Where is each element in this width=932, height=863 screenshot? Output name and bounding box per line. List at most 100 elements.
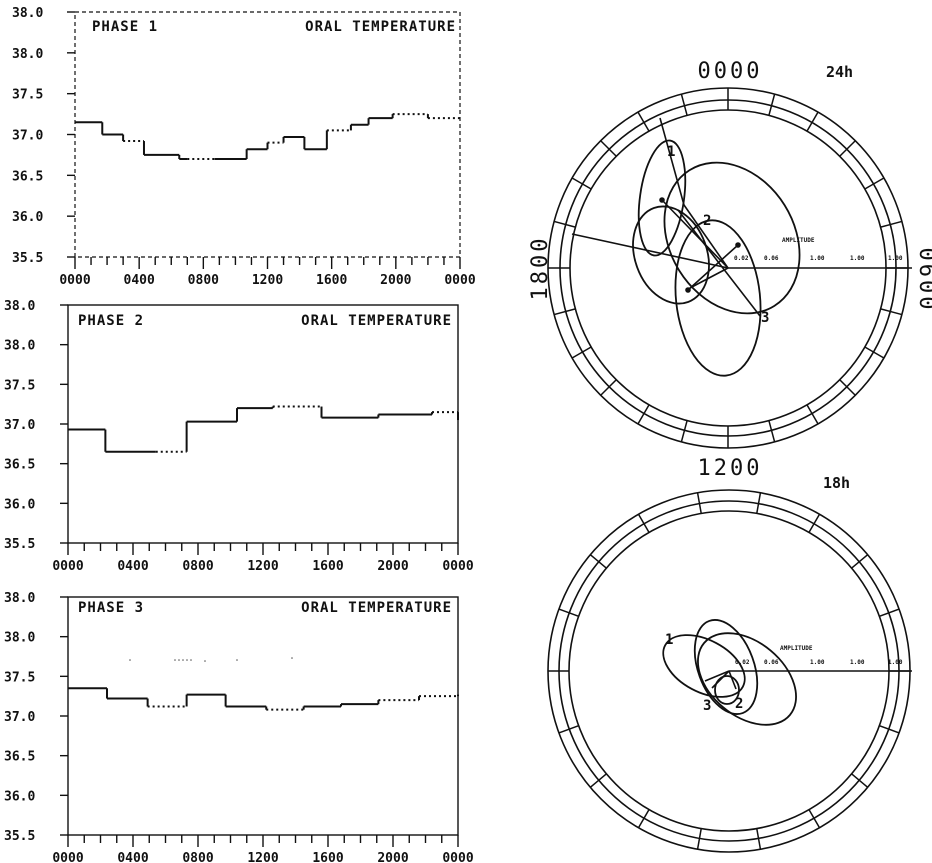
vector-2-extension [659, 117, 685, 206]
confidence-ellipses [662, 619, 797, 726]
cosinor-vectors [571, 117, 761, 317]
temperature-panel-phase-1: PHASE 1 ORAL TEMPERATURE 38.0 38.0 37.5 37.… [12, 6, 476, 288]
x-tick-label: 0000 [59, 273, 90, 288]
vector-1 [661, 199, 729, 269]
temperature-panel-phase-2: PHASE 2 ORAL TEMPERATURE 38.0 38.0 37.5 37.… [4, 299, 474, 574]
segment-tick [553, 220, 576, 228]
amplitude-label: AMPLITUDE [780, 645, 813, 652]
y-tick-label: 38.0 [12, 6, 43, 21]
segment-tick [864, 177, 885, 190]
segment-tick [808, 809, 821, 829]
vector-3 [689, 267, 729, 289]
amplitude-tick: 1.00 [888, 255, 903, 262]
x-tick-label: 0000 [444, 273, 475, 288]
vector-cross-a [687, 244, 739, 291]
cosinor-polar-plot-18h: 18h AMPLITUDE 0.02 0.06 1.00 1.00 1.00 [547, 474, 912, 853]
polar-period-label: 18h [823, 474, 850, 492]
x-tick-label: 0400 [117, 559, 148, 574]
segment-tick [839, 379, 856, 396]
y-tick-label: 38.0 [12, 47, 43, 62]
amplitude-tick: 0.06 [764, 255, 779, 262]
y-tick-label: 37.5 [12, 88, 43, 103]
measure-label: ORAL TEMPERATURE [301, 313, 452, 329]
ellipse-3 [674, 219, 762, 377]
x-tick-label: 0000 [442, 559, 473, 574]
amplitude-tick: 1.00 [850, 255, 865, 262]
y-tick-label: 36.5 [12, 169, 43, 184]
vector-3 [704, 670, 730, 682]
amplitude-axis: AMPLITUDE 0.02 0.06 1.00 1.00 1.00 [729, 645, 912, 672]
component-label: 2 [735, 696, 743, 712]
cosinor-polar-plot-24h: 0000 24h 1800 0600 1200 AMPLITUDE 0.02 0… [528, 59, 932, 481]
segment-tick [571, 177, 592, 190]
x-tick-label: 1600 [312, 559, 343, 574]
segment-tick [864, 346, 885, 359]
segment-tick [558, 608, 579, 617]
vector-tip [685, 287, 691, 293]
ellipse-2 [632, 205, 710, 305]
amplitude-tick: 0.02 [734, 255, 749, 262]
polar-bottom-label: 1200 [698, 456, 763, 481]
y-tick-label: 37.0 [12, 129, 43, 144]
y-tick-label: 37.0 [4, 710, 35, 725]
polar-top-label: 0000 [698, 59, 763, 84]
segment-tick [880, 308, 903, 316]
y-tick-label: 36.0 [4, 497, 35, 512]
segment-tick [806, 404, 819, 425]
amplitude-tick: 1.00 [810, 659, 825, 666]
segment-tick [880, 220, 903, 228]
segment-tick [696, 828, 702, 850]
x-tick-label: 0400 [117, 851, 148, 863]
temperature-panel-phase-3: PHASE 3 ORAL TEMPERATURE 38.0 38.0 37.5 37.… [4, 591, 474, 863]
y-tick-label: 36.5 [4, 458, 35, 473]
vector-tip [659, 197, 665, 203]
ellipse-4 [663, 161, 801, 315]
segment-tick [768, 420, 776, 443]
segment-tick [589, 554, 607, 569]
x-tick-label: 1600 [316, 273, 347, 288]
segment-tick [571, 346, 592, 359]
segment-tick [756, 492, 762, 514]
segment-tick [600, 140, 617, 157]
y-tick-label: 38.0 [4, 631, 35, 646]
ellipse-4 [714, 675, 740, 705]
y-tick-label: 38.0 [4, 339, 35, 354]
x-tick-label: 0800 [182, 559, 213, 574]
component-label: 3 [761, 310, 769, 326]
x-tick-label: 0800 [182, 851, 213, 863]
segment-tick [806, 111, 819, 132]
y-tick-label: 36.5 [4, 750, 35, 765]
segment-tick [553, 308, 576, 316]
component-label: 3 [703, 698, 711, 714]
segment-tick [637, 513, 650, 533]
polar-right-label: 0600 [914, 248, 932, 313]
component-label: 1 [667, 144, 675, 160]
x-tick-label: 0000 [52, 851, 83, 863]
polar-period-label: 24h [826, 63, 853, 81]
ellipse-1 [662, 634, 746, 698]
y-tick-label: 37.5 [4, 378, 35, 393]
y-tick-label: 38.0 [4, 299, 35, 314]
y-tick-label: 36.0 [12, 210, 43, 225]
phase-label: PHASE 2 [78, 313, 144, 329]
x-tick-label: 2000 [380, 273, 411, 288]
vector-tip [735, 242, 741, 248]
ellipse-3 [697, 632, 797, 726]
x-tick-label: 1200 [247, 851, 278, 863]
segment-tick [680, 93, 688, 116]
segment-tick [851, 554, 869, 569]
segment-tick [600, 379, 617, 396]
vector-1-extension [571, 233, 729, 269]
segment-tick [696, 492, 702, 514]
x-tick-label: 0400 [124, 273, 155, 288]
y-tick-label: 35.5 [12, 251, 43, 266]
y-tick-label: 38.0 [4, 591, 35, 606]
polar-segment-ticks [548, 88, 908, 448]
phase-label: PHASE 1 [92, 19, 158, 35]
segment-tick [558, 725, 579, 734]
segment-tick [756, 828, 762, 850]
segment-tick [839, 140, 856, 157]
amplitude-tick: 1.00 [810, 255, 825, 262]
amplitude-tick: 1.00 [850, 659, 865, 666]
